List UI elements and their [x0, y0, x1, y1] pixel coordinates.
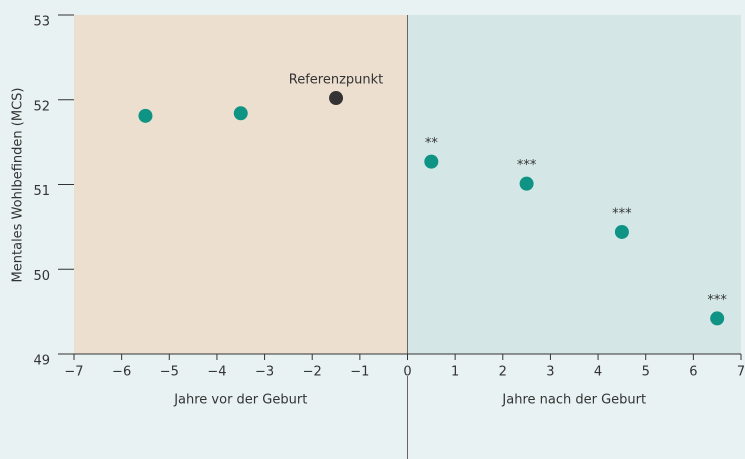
- y-axis-label: Mentales Wohlbefinden (MCS): [11, 88, 26, 283]
- point-label: **: [425, 136, 439, 151]
- point: [233, 106, 248, 121]
- point-label: Referenzpunkt: [289, 73, 384, 88]
- point: [710, 311, 725, 326]
- region: [407, 15, 741, 354]
- point-label: ***: [612, 206, 632, 221]
- x-tick-label: −7: [64, 365, 83, 380]
- point: [424, 154, 439, 169]
- x-tick-label: −5: [160, 365, 179, 380]
- y-tick-label: 49: [33, 354, 50, 369]
- y-tick-label: 51: [33, 184, 50, 199]
- x-tick-label: 1: [451, 365, 459, 380]
- point: [329, 91, 344, 106]
- point: [519, 176, 534, 191]
- point-label: ***: [707, 293, 727, 308]
- y-tick-label: 50: [33, 269, 50, 284]
- region-label: Jahre nach der Geburt: [501, 393, 646, 408]
- point: [138, 108, 153, 123]
- x-tick-label: −1: [350, 365, 369, 380]
- region: [74, 15, 408, 354]
- y-tick-label: 53: [33, 15, 50, 30]
- y-tick-label: 52: [33, 99, 50, 114]
- x-tick-label: 4: [594, 365, 602, 380]
- point: [614, 224, 629, 239]
- point-label: ***: [517, 158, 537, 173]
- x-tick-label: 2: [499, 365, 507, 380]
- x-tick-label: 0: [403, 365, 411, 380]
- x-tick-label: −4: [207, 365, 226, 380]
- x-tick-label: 3: [546, 365, 554, 380]
- x-tick-label: 7: [737, 365, 745, 380]
- region-label: Jahre vor der Geburt: [173, 393, 307, 408]
- x-tick-label: −3: [255, 365, 274, 380]
- x-tick-label: −6: [112, 365, 131, 380]
- x-tick-label: 5: [642, 365, 650, 380]
- x-tick-label: −2: [303, 365, 322, 380]
- x-tick-label: 6: [689, 365, 697, 380]
